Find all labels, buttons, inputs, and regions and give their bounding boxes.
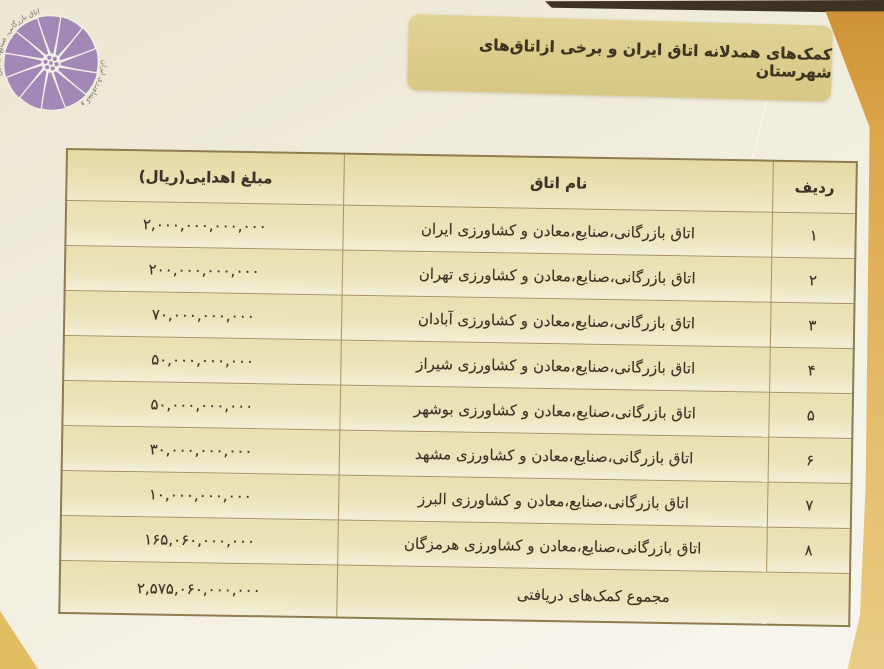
amount-cell: ۳۰,۰۰۰,۰۰۰,۰۰۰: [61, 425, 341, 476]
row-number-cell: ۳: [770, 302, 855, 349]
header-chamber-name: نام اتاق: [343, 153, 774, 213]
amount-cell: ۱۶۵,۰۶۰,۰۰۰,۰۰۰: [60, 515, 339, 566]
row-number-cell: ۵: [769, 392, 854, 439]
chamber-name-cell: اتاق بازرگانی،صنایع،معادن و کشاورزی البر…: [338, 475, 769, 528]
row-number-cell: ۷: [767, 482, 852, 529]
row-number-cell: ۸: [766, 527, 851, 574]
stamp-pinwheel-icon: اتاق بازرگانی، صنایع، معادن و کشاورزی ای…: [0, 6, 121, 111]
iran-chamber-stamp-logo: اتاق بازرگانی، صنایع، معادن و کشاورزی ای…: [0, 2, 121, 124]
amount-cell: ۲۰۰,۰۰۰,۰۰۰,۰۰۰: [64, 245, 344, 296]
total-label-cell: مجموع کمک‌های دریافتی: [336, 565, 851, 627]
background-wedge-bottom-left: [0, 611, 38, 669]
amount-cell: ۲,۰۰۰,۰۰۰,۰۰۰,۰۰۰: [65, 200, 344, 251]
chamber-name-cell: اتاق بازرگانی،صنایع،معادن و کشاورزی هرمز…: [337, 520, 768, 573]
donations-table-container: ردیف نام اتاق مبلغ اهدایی(ریال) ۱ اتاق ب…: [58, 148, 858, 628]
row-number-cell: ۶: [768, 437, 853, 484]
title-banner: کمک‌های همدلانه اتاق ایران و برخی ازاتاق…: [406, 14, 833, 102]
chamber-name-cell: اتاق بازرگانی،صنایع،معادن و کشاورزی تهرا…: [342, 250, 773, 303]
chamber-name-cell: اتاق بازرگانی،صنایع،معادن و کشاورزی مشهد: [339, 430, 770, 483]
chamber-name-cell: اتاق بازرگانی،صنایع،معادن و کشاورزی آباد…: [341, 295, 772, 348]
header-row-number: ردیف: [772, 160, 857, 214]
amount-cell: ۵۰,۰۰۰,۰۰۰,۰۰۰: [63, 335, 342, 386]
row-number-cell: ۴: [769, 347, 854, 394]
amount-cell: ۷۰,۰۰۰,۰۰۰,۰۰۰: [63, 290, 343, 341]
total-amount-cell: ۲,۵۷۵,۰۶۰,۰۰۰,۰۰۰: [59, 560, 338, 618]
chamber-name-cell: اتاق بازرگانی،صنایع،معادن و کشاورزی ایرا…: [343, 205, 773, 258]
title-text: کمک‌های همدلانه اتاق ایران و برخی ازاتاق…: [478, 35, 833, 82]
row-number-cell: ۱: [772, 212, 857, 259]
donations-table: ردیف نام اتاق مبلغ اهدایی(ریال) ۱ اتاق ب…: [58, 148, 858, 628]
header-amount: مبلغ اهدایی(ریال): [66, 149, 345, 206]
row-number-cell: ۲: [771, 257, 856, 304]
chamber-name-cell: اتاق بازرگانی،صنایع،معادن و کشاورزی شیرا…: [340, 340, 771, 393]
chamber-name-cell: اتاق بازرگانی،صنایع،معادن و کشاورزی بوشه…: [340, 385, 770, 438]
amount-cell: ۵۰,۰۰۰,۰۰۰,۰۰۰: [62, 380, 341, 431]
amount-cell: ۱۰,۰۰۰,۰۰۰,۰۰۰: [60, 470, 340, 521]
background-edge-top: [545, 0, 884, 13]
